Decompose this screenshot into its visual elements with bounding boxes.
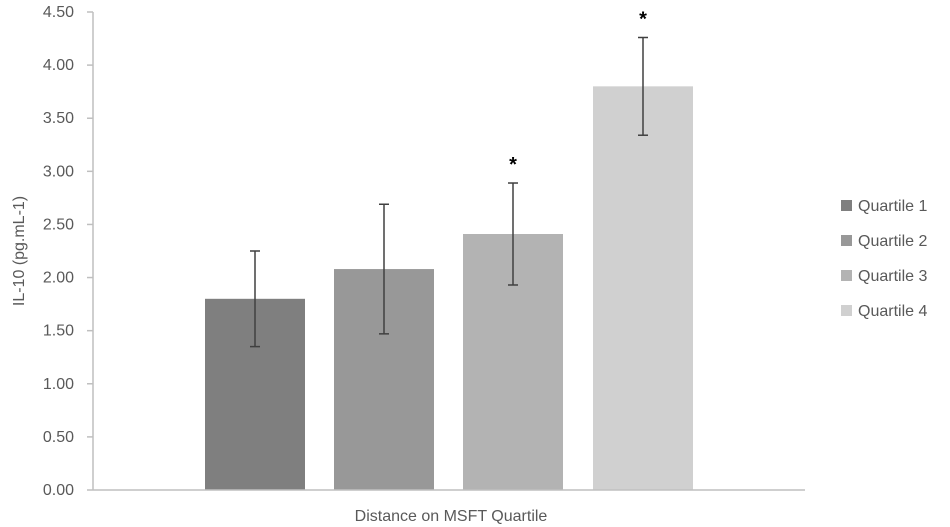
x-axis-title: Distance on MSFT Quartile	[355, 508, 548, 525]
y-tick-label: 1.00	[43, 376, 74, 393]
bars-group	[205, 86, 693, 490]
bar-4	[593, 86, 693, 490]
y-tick-label: 0.00	[43, 482, 74, 499]
legend-swatch-4	[841, 305, 852, 316]
y-tick-label: 2.00	[43, 270, 74, 287]
y-tick-label: 1.50	[43, 323, 74, 340]
error-bars-group	[250, 36, 648, 348]
y-axis-title: IL-10 (pg.mL-1)	[11, 196, 28, 306]
y-tick-label: 3.00	[43, 163, 74, 180]
legend-label-2: Quartile 2	[858, 233, 927, 250]
significance-markers: **	[509, 8, 647, 176]
y-tick-label: 2.50	[43, 216, 74, 233]
y-tick-label: 0.50	[43, 429, 74, 446]
legend: Quartile 1 Quartile 2 Quartile 3 Quartile 4	[841, 198, 927, 320]
legend-swatch-3	[841, 270, 852, 281]
y-tick-label: 4.00	[43, 57, 74, 74]
y-axis-ticks: 0.00 0.50 1.00 1.50 2.00 2.50 3.00 3.50 4.00 4.50	[43, 4, 93, 499]
y-tick-label: 3.50	[43, 110, 74, 127]
legend-label-3: Quartile 3	[858, 268, 927, 285]
legend-swatch-1	[841, 200, 852, 211]
y-tick-label: 4.50	[43, 4, 74, 21]
legend-swatch-2	[841, 235, 852, 246]
legend-label-1: Quartile 1	[858, 198, 927, 215]
legend-label-4: Quartile 4	[858, 303, 927, 320]
significance-star-4: *	[639, 8, 647, 30]
significance-star-3: *	[509, 154, 517, 176]
